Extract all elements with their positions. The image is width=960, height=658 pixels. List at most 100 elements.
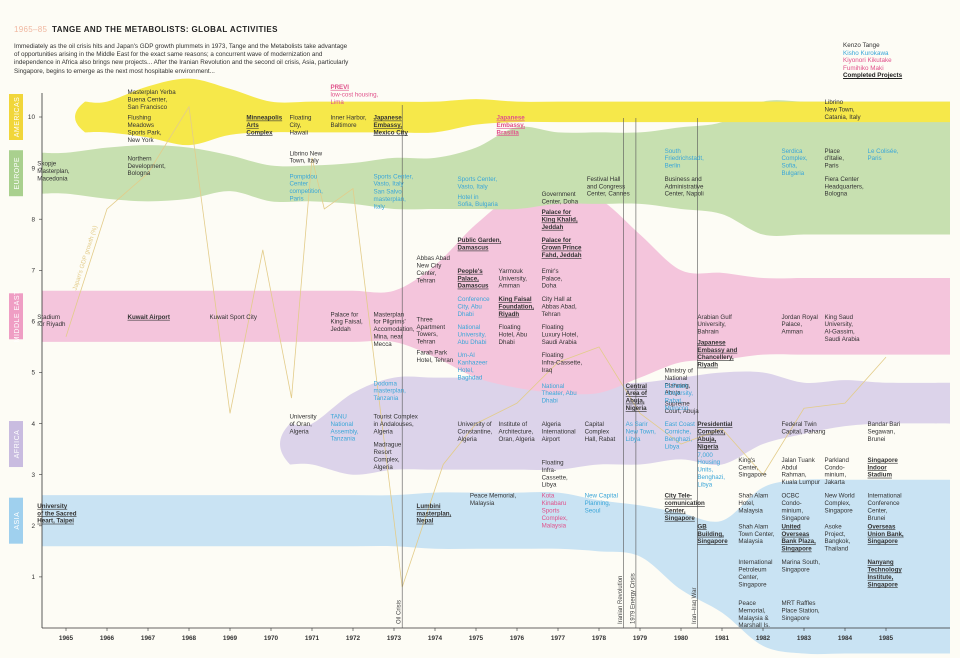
axes: 1 2 3 4 5 6 7 8 9 10 1965 1966 1967 1968 1969 1970 1971 1…: [28, 93, 950, 642]
y-tick-label: 1: [31, 574, 35, 581]
project-label: Um-Al Kanhazeer Hotel, Baghdad: [458, 352, 488, 381]
project-label: Japanese Embassy, Brasilia: [497, 115, 526, 137]
region-label: AFRICA: [14, 430, 21, 459]
project-label: Shah Alam Town Center, Malaysia: [738, 523, 774, 545]
project-label-line: Shah Alam: [738, 523, 768, 530]
project-label-line: PREVI: [330, 84, 349, 91]
project-label-line: Overseas: [781, 531, 809, 538]
project-label-line: Macedonia: [37, 175, 68, 182]
x-tick-label: 1965: [59, 635, 74, 642]
project-label-line: King Faisal,: [330, 319, 363, 326]
project-label-line: Oran, Algeria: [499, 436, 536, 443]
project-label: Masterplan for Pilgrims' Accomodation, Mina…: [374, 311, 415, 348]
x-tick-label: 1970: [264, 635, 279, 642]
project-label-line: University: [37, 503, 67, 510]
region-tabs: ASIA AFRICA MIDDLE EAST EUROPE AMERICAS: [9, 94, 23, 544]
project-label-line: Palace for: [542, 237, 572, 244]
project-label-line: Hall, Rabat: [585, 436, 616, 443]
project-label: Capital Complex Hall, Rabat: [585, 421, 616, 443]
project-label: Madrague Resort Complex, Algeria: [374, 442, 402, 471]
project-label-line: National: [458, 324, 481, 331]
project-label-line: Constantine,: [458, 429, 493, 436]
project-label: Nanyang Technology Institute, Singapore: [868, 559, 903, 588]
project-label-line: Amman: [781, 329, 803, 336]
project-label: Place d'Italie, Paris: [825, 148, 845, 170]
region-label: AMERICAS: [14, 97, 21, 138]
project-label-line: Thailand: [825, 546, 849, 553]
project-label-line: Lima: [330, 99, 344, 106]
project-label-line: Center,: [738, 574, 758, 581]
project-label-line: Singapore: [781, 567, 810, 574]
x-tick-label: 1971: [305, 635, 320, 642]
project-label-line: Floating: [542, 324, 565, 331]
project-label: Tourist Complex in Andalouses, Algeria: [374, 413, 419, 435]
project-label-line: Brunei: [868, 436, 886, 443]
project-label-line: New Town,: [626, 429, 656, 436]
project-label-line: Area of: [626, 390, 648, 397]
project-label-line: Jordan Royal: [781, 314, 817, 321]
project-label-line: Center, Napoli: [665, 191, 704, 198]
project-label-line: for Pilgrims': [374, 319, 406, 326]
project-label-line: Center,: [665, 507, 686, 514]
project-label-line: Abuja: [665, 390, 681, 397]
project-label-line: National: [665, 375, 688, 382]
project-label-line: El-Fateh: [665, 383, 689, 390]
project-label-line: Center, Cannes: [587, 191, 630, 198]
project-label-line: Mexico City: [374, 129, 409, 136]
x-tick-label: 1975: [469, 635, 484, 642]
project-label-line: Nanyang: [868, 559, 894, 566]
project-label: Le Colisée, Paris: [868, 148, 899, 162]
project-label-line: Town, Italy: [289, 158, 319, 165]
project-label-line: Assembly,: [330, 428, 358, 435]
project-label-line: Japanese: [374, 115, 403, 122]
project-label-line: Tehran: [417, 339, 436, 346]
project-label: Minneapolis Arts Complex: [246, 115, 282, 137]
project-label: Masterplan Yerba Buena Center, San Francis…: [128, 89, 177, 111]
project-label-line: Chancellery,: [697, 354, 734, 361]
project-label-line: Complex,: [374, 456, 400, 463]
project-label-line: Dhabi: [542, 398, 558, 405]
project-label-line: Bulgaria: [781, 170, 804, 177]
project-label-line: Conference: [458, 296, 491, 303]
x-tick-label: 1966: [100, 635, 115, 642]
project-label-line: Dhabi: [458, 311, 474, 318]
project-label-line: Malaysia: [470, 500, 495, 507]
project-label-line: Project,: [825, 531, 846, 538]
project-label-line: Three: [417, 316, 434, 323]
project-label-line: Palace for: [542, 209, 572, 216]
project-label: South Friedrichstadt, Berlin: [665, 148, 704, 170]
project-label-line: Embassy and: [697, 347, 737, 354]
y-tick-label: 5: [31, 370, 35, 377]
project-label: Algeria International Airport: [542, 421, 576, 443]
project-label: Arabian Gulf University, Bahrain: [697, 314, 732, 336]
project-label: Ministry of National Planning, Abuja: [665, 368, 693, 397]
project-label-line: Brasilia: [497, 129, 520, 136]
project-label-line: Bahrain: [697, 329, 719, 336]
key-item: Completed Projects: [843, 72, 903, 80]
project-label-line: New Town,: [825, 107, 855, 114]
project-label: Librino New Town, Catania, Italy: [825, 99, 862, 121]
region-band-americas: [75, 78, 950, 146]
project-label-line: Development,: [128, 163, 166, 170]
project-label-line: Benghazi,: [665, 436, 693, 443]
project-label-line: Sofia,: [781, 163, 797, 170]
project-label-line: Parkland: [825, 457, 850, 464]
project-label-line: Abu Dhabi: [458, 339, 487, 346]
project-label-line: of the Sacred: [37, 510, 76, 517]
project-label-line: Singapore: [697, 538, 728, 545]
project-label-line: Kanhazeer: [458, 360, 488, 367]
project-label-line: OCBC: [781, 493, 799, 500]
project-label-line: Embassy,: [497, 122, 526, 129]
project-label: Floating Infra-Cassette, Libya: [542, 459, 568, 488]
project-label: Peace Memorial, Malaysia: [470, 493, 517, 507]
project-label-line: Nigeria: [697, 443, 719, 450]
project-label-line: Abbas Abad,: [542, 303, 577, 310]
project-label-line: Accomodation,: [374, 326, 415, 333]
project-label-line: Catania, Italy: [825, 114, 862, 121]
project-label-line: Nepal: [417, 518, 434, 525]
project-label-line: Algeria: [458, 436, 478, 443]
project-label-line: South: [665, 148, 682, 155]
project-label-line: Complex,: [542, 515, 568, 522]
project-label-line: GB: [697, 523, 707, 530]
project-label: Parkland Condo-minium, Jakarta: [825, 457, 850, 486]
